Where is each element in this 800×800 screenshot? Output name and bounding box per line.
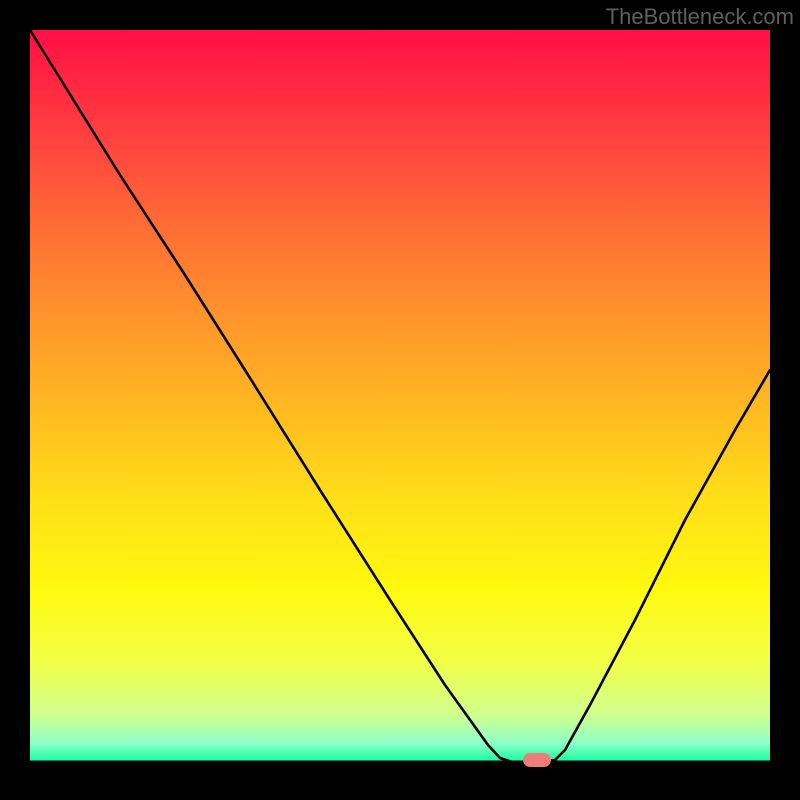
watermark-text: TheBottleneck.com (606, 4, 794, 30)
optimal-marker (523, 753, 551, 767)
plot-gradient-bg (30, 30, 770, 765)
bottleneck-chart (0, 0, 800, 800)
